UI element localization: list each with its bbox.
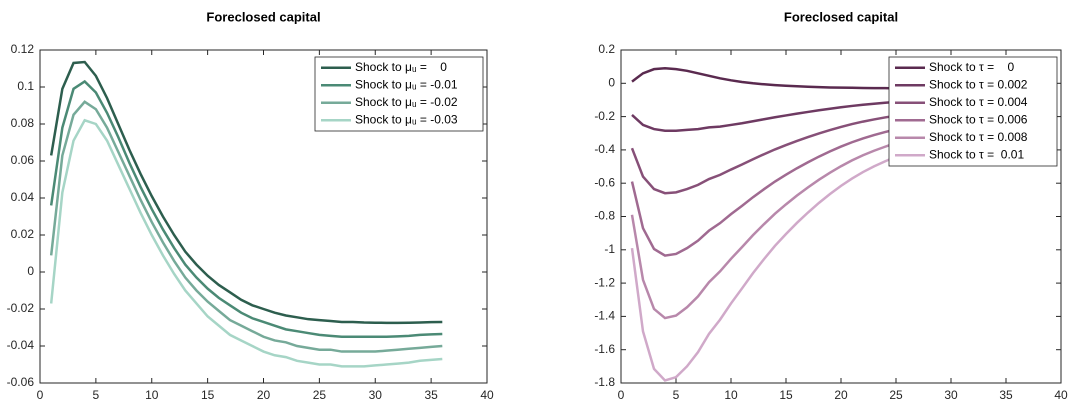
x-tick-label: 35 <box>999 388 1013 402</box>
x-tick-label: 0 <box>37 388 44 402</box>
y-tick-label: 0.06 <box>11 153 35 167</box>
y-tick-label: -0.4 <box>594 142 615 156</box>
series-line <box>49 100 443 353</box>
x-tick-label: 25 <box>313 388 327 402</box>
y-tick-label: -1 <box>604 242 615 256</box>
x-tick-label: 25 <box>889 388 903 402</box>
x-tick-label: 10 <box>724 388 738 402</box>
legend-label: Shock to τ = 0.01 <box>929 147 1024 161</box>
y-tick-label: 0.1 <box>17 79 34 93</box>
y-tick-label: 0.02 <box>11 227 35 241</box>
x-tick-label: 15 <box>779 388 793 402</box>
x-tick-label: 30 <box>369 388 383 402</box>
legend-label: Shock to μᵤ = -0.03 <box>355 112 458 126</box>
y-tick-label: -0.04 <box>7 338 35 352</box>
y-tick-label: -1.6 <box>594 342 615 356</box>
y-tick-label: 0.08 <box>11 116 35 130</box>
x-tick-label: 40 <box>480 388 494 402</box>
legend-label: Shock to μᵤ = -0.02 <box>355 95 458 109</box>
y-tick-label: -0.6 <box>594 175 615 189</box>
x-tick-label: 40 <box>1054 388 1068 402</box>
legend-label: Shock to τ = 0.004 <box>929 95 1028 109</box>
chart-title: Foreclosed capital <box>206 9 320 24</box>
x-tick-label: 30 <box>944 388 958 402</box>
y-tick-label: -0.2 <box>594 109 615 123</box>
chart-title: Foreclosed capital <box>784 9 898 24</box>
y-tick-label: -0.8 <box>594 209 615 223</box>
series-line <box>49 118 443 368</box>
y-tick-label: -1.2 <box>594 275 615 289</box>
legend-label: Shock to τ = 0 <box>929 60 1014 74</box>
plot-frame <box>39 49 488 384</box>
y-tick-label: 0 <box>608 75 615 89</box>
x-tick-label: 5 <box>93 388 100 402</box>
legend-label: Shock to τ = 0.006 <box>929 112 1028 126</box>
y-tick-label: -0.02 <box>7 301 35 315</box>
y-tick-label: 0 <box>27 264 34 278</box>
x-tick-label: 20 <box>257 388 271 402</box>
x-tick-label: 35 <box>424 388 438 402</box>
series-line <box>49 60 443 325</box>
y-tick-label: -1.4 <box>594 309 615 323</box>
legend-box <box>888 56 1058 167</box>
x-tick-label: 10 <box>145 388 159 402</box>
legend-label: Shock to μᵤ = 0 <box>355 60 447 74</box>
x-tick-label: 0 <box>618 388 625 402</box>
y-tick-label: -1.8 <box>594 375 615 389</box>
y-tick-label: -0.06 <box>7 375 35 389</box>
series-line <box>49 79 443 338</box>
x-tick-label: 5 <box>673 388 680 402</box>
legend-label: Shock to τ = 0.008 <box>929 130 1028 144</box>
y-tick-label: 0.2 <box>598 42 615 56</box>
legend-label: Shock to μᵤ = -0.01 <box>355 77 458 91</box>
y-tick-label: 0.04 <box>11 190 35 204</box>
legend-box <box>314 56 484 132</box>
legend-label: Shock to τ = 0.002 <box>929 77 1028 91</box>
y-tick-label: 0.12 <box>11 42 35 56</box>
x-tick-label: 15 <box>201 388 215 402</box>
plot-frame <box>620 49 1062 384</box>
x-tick-label: 20 <box>834 388 848 402</box>
